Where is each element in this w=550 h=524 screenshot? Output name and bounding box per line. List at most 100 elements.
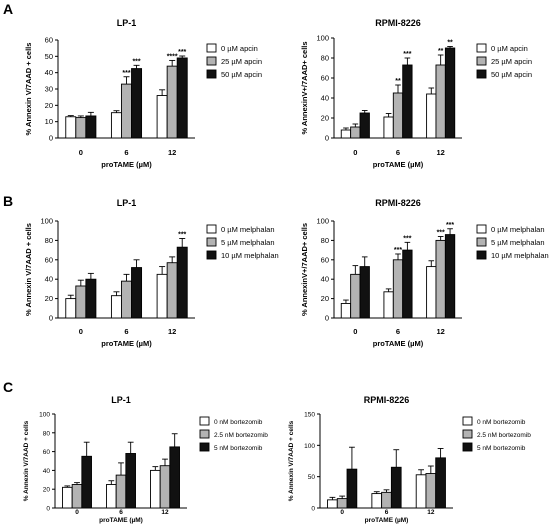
bar <box>444 47 456 139</box>
legend-swatch <box>199 442 210 452</box>
legend-swatch <box>476 43 487 53</box>
y-tick-label: 80 <box>45 236 53 245</box>
legend-label: 10 µM melphalan <box>491 251 549 260</box>
y-axis-label: % Annexin V/7AAD + cells <box>24 43 33 136</box>
legend-label: 0 µM apcin <box>491 44 528 53</box>
bar <box>359 266 370 319</box>
significance-label: *** <box>178 49 186 56</box>
bar <box>426 93 437 139</box>
legend-swatch <box>206 224 217 234</box>
bar <box>131 267 143 319</box>
legend-label: 2.5 nM bortezomib <box>214 432 268 439</box>
legend-label: 5 µM melphalan <box>491 238 545 247</box>
panel-letter-c: C <box>3 379 14 395</box>
y-tick-label: 80 <box>321 54 329 63</box>
bar <box>121 280 132 319</box>
y-tick-label: 40 <box>43 468 51 475</box>
bar <box>159 465 171 509</box>
significance-label: *** <box>132 58 140 65</box>
legend-swatch <box>462 442 473 452</box>
bar <box>390 466 402 509</box>
panel-letter-b: B <box>3 193 14 209</box>
x-tick-label: 6 <box>385 509 389 516</box>
x-axis-label: proTAME (µM) <box>99 517 143 524</box>
x-tick-label: 0 <box>340 509 344 516</box>
x-tick-label: 6 <box>124 327 128 336</box>
bar <box>346 468 358 509</box>
y-tick-label: 40 <box>321 94 329 103</box>
legend-swatch <box>462 416 473 426</box>
y-tick-label: 100 <box>39 412 50 419</box>
bar <box>425 473 437 509</box>
legend-swatch <box>476 224 487 234</box>
y-axis-label: % AnnexinV+/7AAD+ cells <box>300 41 309 134</box>
x-axis-label: proTAME (µM) <box>365 517 409 524</box>
legend-swatch <box>199 429 210 439</box>
y-tick-label: 0 <box>325 134 329 143</box>
bar <box>327 499 338 509</box>
y-tick-label: 20 <box>321 294 329 303</box>
y-tick-label: 0 <box>49 134 53 143</box>
bar <box>121 83 132 139</box>
y-tick-label: 0 <box>311 506 315 513</box>
bar <box>85 115 97 139</box>
legend-swatch <box>206 250 217 260</box>
y-tick-label: 40 <box>45 68 53 77</box>
y-tick-label: 60 <box>45 255 53 264</box>
legend-swatch <box>476 69 487 79</box>
legend-label: 5 µM melphalan <box>221 238 275 247</box>
x-tick-label: 12 <box>427 509 435 516</box>
significance-label: *** <box>403 51 411 58</box>
legend-label: 10 µM melphalan <box>221 251 279 260</box>
bar <box>166 262 178 319</box>
legend-label: 25 µM apcin <box>221 57 262 66</box>
bar <box>85 278 97 319</box>
significance-label: *** <box>122 70 130 77</box>
bar <box>340 129 352 139</box>
x-tick-label: 12 <box>168 148 176 157</box>
significance-label: *** <box>178 231 186 238</box>
legend-label: 5 nM bortezomib <box>477 445 526 452</box>
x-tick-label: 0 <box>79 327 83 336</box>
y-axis-label: % AnnexinV+/7AAD+ cells <box>300 223 309 316</box>
y-axis-label: % Annexin V/7AAD + cells <box>24 223 33 316</box>
legend-swatch <box>206 69 217 79</box>
legend-label: 50 µM apcin <box>491 70 532 79</box>
x-tick-label: 6 <box>119 509 123 516</box>
x-tick-label: 12 <box>436 327 444 336</box>
bar <box>176 57 188 139</box>
x-axis-label: proTAME (µM) <box>373 160 424 169</box>
y-axis-label: % Annexin V/7AAD + cells <box>23 420 30 501</box>
y-tick-label: 20 <box>43 487 51 494</box>
bar <box>402 249 413 319</box>
chart-title: RPMI-8226 <box>364 395 410 405</box>
bar <box>176 246 188 319</box>
bar <box>75 117 87 139</box>
y-tick-label: 40 <box>45 275 53 284</box>
bar <box>65 116 77 139</box>
bar <box>444 234 456 319</box>
y-tick-label: 20 <box>45 294 53 303</box>
bar <box>426 266 437 319</box>
y-tick-label: 100 <box>316 217 329 226</box>
bar <box>115 474 127 509</box>
legend-label: 0 nM bortezomib <box>477 419 526 426</box>
legend-label: 0 µM apcin <box>221 44 258 53</box>
x-tick-label: 0 <box>75 509 79 516</box>
bar <box>156 273 168 319</box>
bar <box>156 95 168 139</box>
legend-swatch <box>199 416 210 426</box>
legend-swatch <box>206 43 217 53</box>
y-tick-label: 50 <box>308 474 316 481</box>
bar <box>150 469 161 509</box>
bar <box>371 493 383 509</box>
bar <box>383 116 394 139</box>
bar <box>169 446 180 509</box>
bar <box>81 455 92 509</box>
chart-title: LP-1 <box>117 18 137 28</box>
y-tick-label: 60 <box>321 74 329 83</box>
bar <box>435 239 446 319</box>
significance-label: *** <box>437 230 445 237</box>
